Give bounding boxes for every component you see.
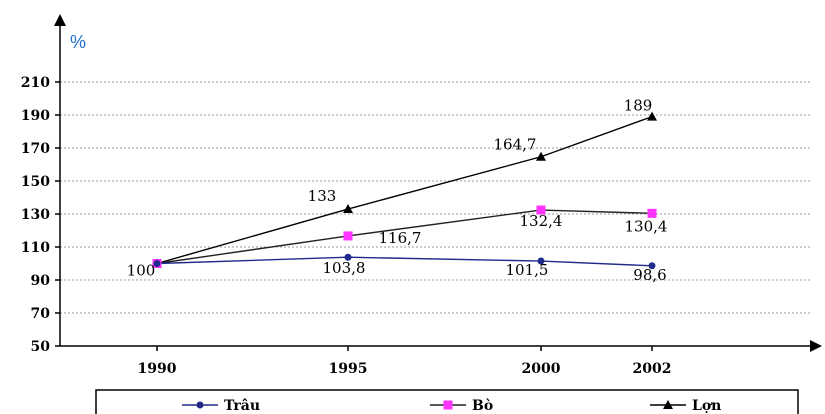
y-tick-label: 130 bbox=[21, 207, 50, 223]
x-tick-label: 1995 bbox=[329, 361, 368, 377]
data-label: 116,7 bbox=[379, 229, 422, 247]
legend-label: Lợn bbox=[692, 398, 721, 414]
x-tick-label: 1990 bbox=[138, 361, 177, 377]
y-tick-label: 50 bbox=[31, 339, 51, 355]
series-0-point bbox=[344, 253, 352, 261]
legend-label: Bò bbox=[472, 398, 493, 414]
legend: Trâu Bò Lợn bbox=[95, 389, 799, 414]
series-layer bbox=[152, 111, 657, 270]
legend-label: Trâu bbox=[224, 398, 260, 414]
data-label: 101,5 bbox=[506, 261, 549, 279]
y-tick-label: 150 bbox=[21, 174, 50, 190]
y-tick-labels: 50 70 90 110 130 150 170 190 210 bbox=[21, 75, 50, 355]
axes: % bbox=[54, 14, 822, 352]
data-label: 132,4 bbox=[520, 212, 563, 230]
data-label: 98,6 bbox=[633, 266, 666, 284]
y-tick-label: 190 bbox=[21, 108, 50, 124]
y-tick-label: 90 bbox=[31, 273, 51, 289]
series-2-point bbox=[343, 204, 353, 214]
data-label: 130,4 bbox=[625, 217, 668, 235]
gridlines bbox=[55, 81, 810, 347]
data-labels-layer: 100 103,8 101,5 98,6 116,7 132,4 130,4 133 164,7… bbox=[127, 97, 668, 284]
series-line-2 bbox=[156, 115, 653, 265]
data-label: 189 bbox=[624, 97, 653, 115]
x-tick-label: 2000 bbox=[522, 361, 561, 377]
y-tick-label: 70 bbox=[31, 306, 51, 322]
legend-marker-0 bbox=[196, 401, 204, 409]
series-1-point bbox=[343, 231, 353, 241]
series-line-0 bbox=[156, 256, 653, 267]
data-label: 103,8 bbox=[323, 259, 366, 277]
x-axis-arrow-icon bbox=[810, 340, 822, 352]
y-tick-label: 170 bbox=[21, 141, 50, 157]
series-0-point bbox=[537, 257, 545, 265]
y-axis-arrow-icon bbox=[54, 14, 66, 26]
legend-marker-1 bbox=[443, 400, 453, 410]
data-label: 164,7 bbox=[494, 136, 537, 154]
series-1-point bbox=[536, 205, 546, 215]
series-1-point bbox=[647, 208, 657, 218]
y-tick-label: 210 bbox=[21, 75, 50, 91]
series-2-point bbox=[536, 151, 546, 161]
y-tick-label: 110 bbox=[21, 240, 50, 256]
legend-marker-2 bbox=[663, 400, 673, 409]
series-0-point bbox=[153, 260, 161, 267]
series-0-point bbox=[648, 262, 656, 270]
series-2-point bbox=[647, 111, 657, 121]
y-axis-unit-label: % bbox=[70, 32, 86, 52]
data-label: 133 bbox=[308, 187, 337, 205]
x-tick-label: 2002 bbox=[633, 361, 672, 377]
data-label: 100 bbox=[127, 262, 156, 280]
series-line-1 bbox=[156, 209, 653, 265]
x-tick-labels: 1990 1995 2000 2002 bbox=[138, 346, 672, 377]
